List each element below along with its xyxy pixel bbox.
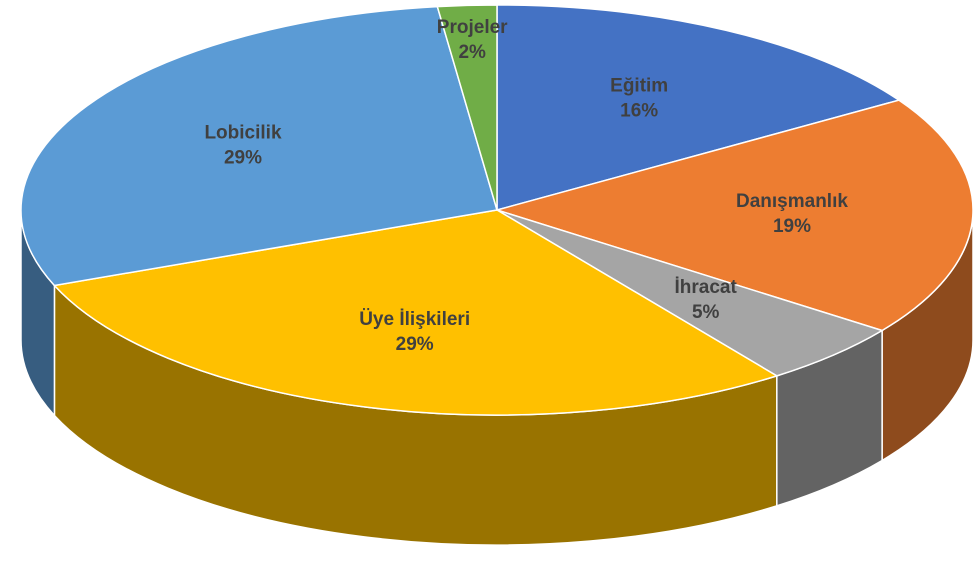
slice-name: İhracat	[675, 277, 738, 298]
slice-value-label: 2%	[458, 42, 486, 63]
slice-tops	[20, 4, 974, 416]
slice	[436, 4, 498, 211]
slice-value-label: 16%	[620, 101, 658, 122]
labels: Eğitim 16% Danışmanlık 19% İhracat 5% Üye İliş…	[204, 17, 848, 355]
slice-name: Projeler	[437, 17, 508, 38]
slice	[496, 4, 901, 211]
slice	[496, 209, 884, 377]
slice	[52, 209, 779, 416]
slice	[494, 99, 974, 332]
slice-value-label: 29%	[396, 334, 434, 355]
slice-name: Danışmanlık	[736, 191, 848, 212]
slice	[20, 5, 498, 287]
slice-name: Üye İlişkileri	[359, 309, 470, 330]
slice-value-label: 19%	[773, 216, 811, 237]
slice-name: Lobicilik	[204, 122, 282, 143]
slice-name: Eğitim	[610, 76, 668, 97]
slice-value-label: 29%	[224, 147, 262, 168]
slice-value-label: 5%	[692, 302, 720, 323]
